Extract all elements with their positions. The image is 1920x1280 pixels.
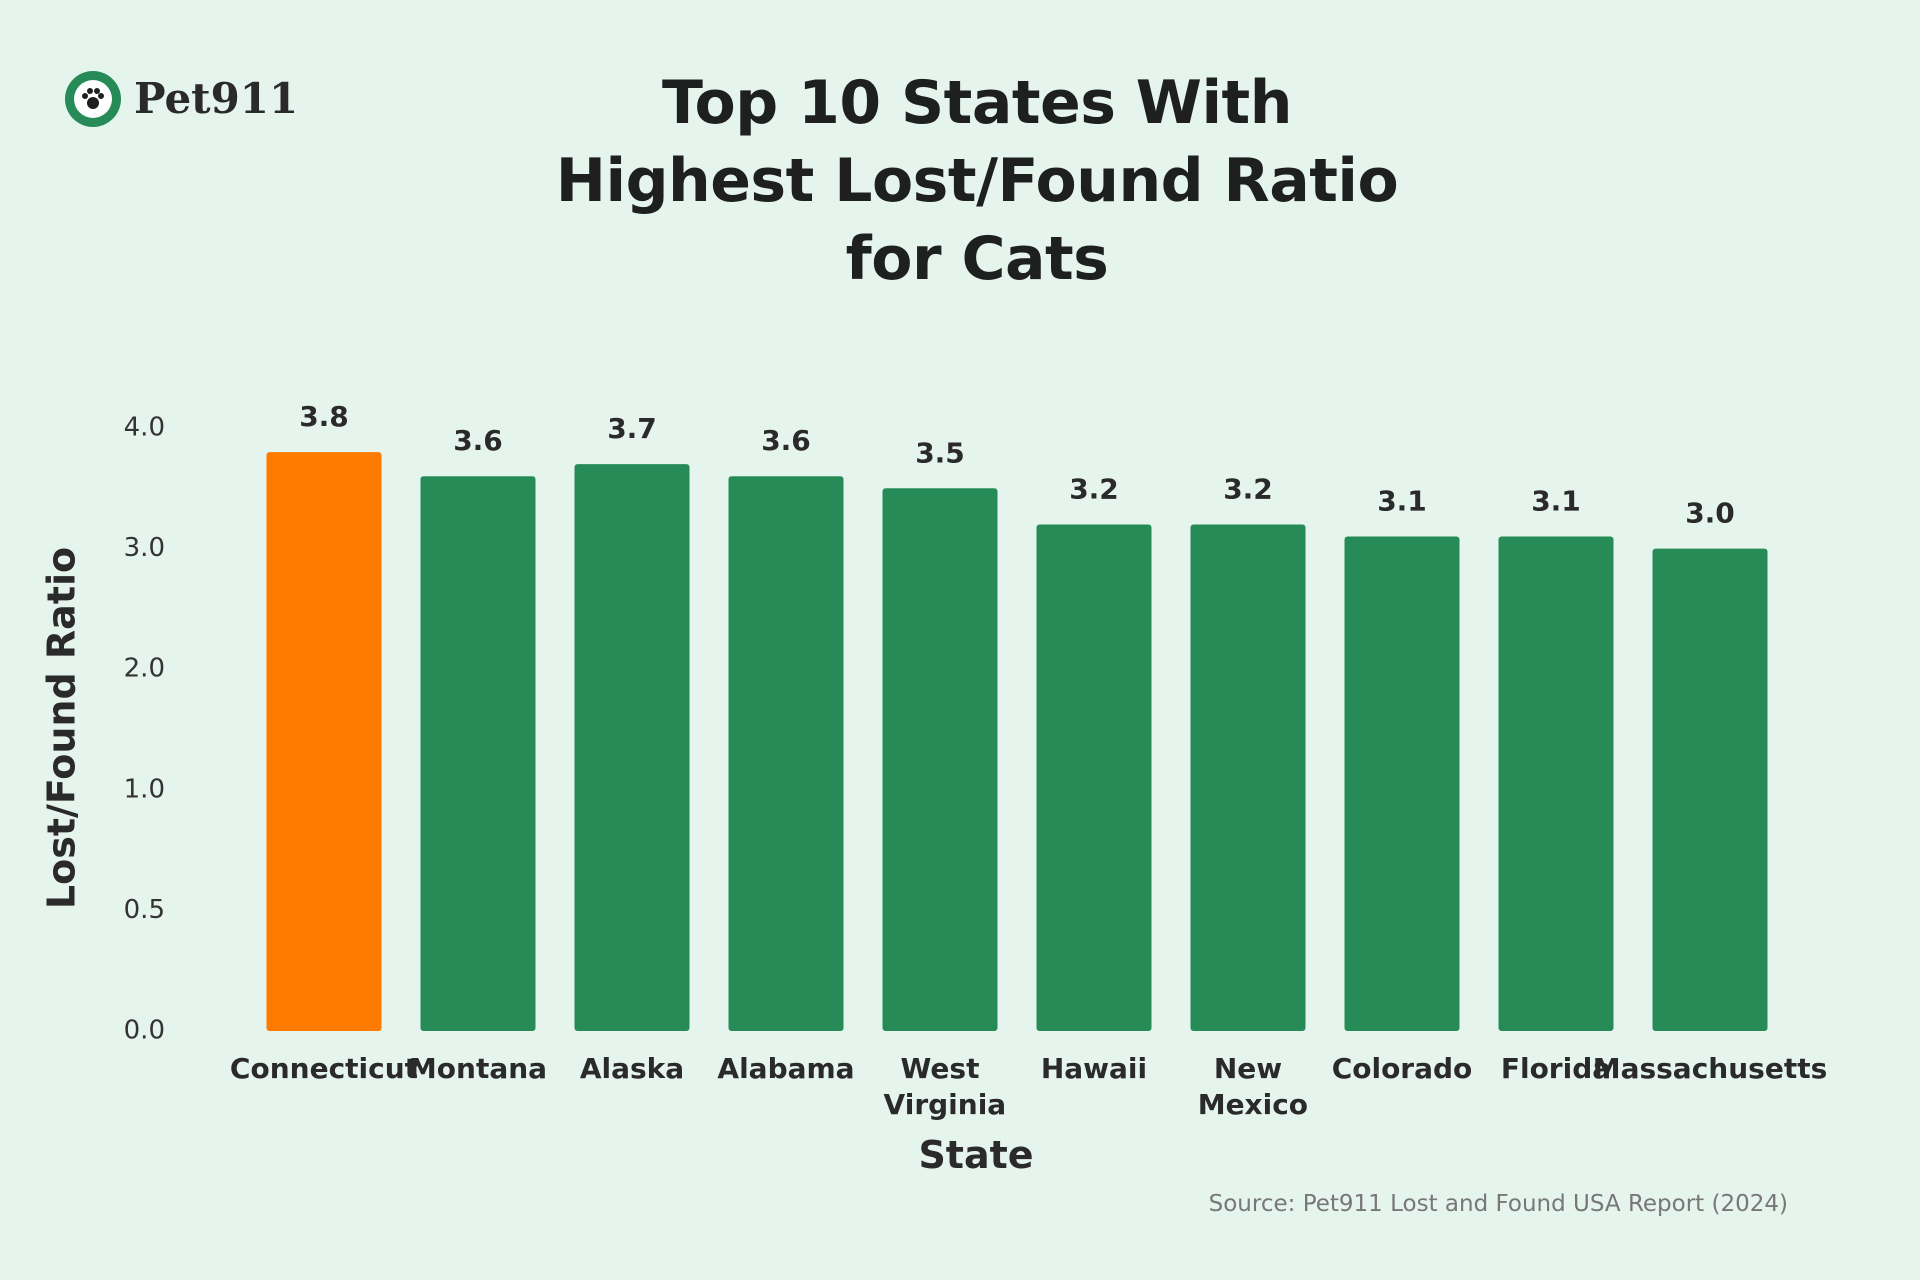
value-label: 3.7	[607, 412, 657, 445]
x-axis-label: State	[918, 1133, 1033, 1177]
x-tick-label: Florida	[1501, 1052, 1611, 1085]
y-tick-label: 1.0	[124, 774, 165, 804]
x-tick-label: Connecticut	[230, 1052, 418, 1085]
y-axis-label: Lost/Found Ratio	[40, 547, 84, 909]
y-tick-label: 0.5	[124, 895, 165, 925]
bar	[1036, 524, 1152, 1031]
value-label: 3.0	[1685, 497, 1735, 530]
x-tick-label: Alaska	[580, 1052, 684, 1085]
bar	[420, 476, 536, 1031]
logo-text: Pet911	[134, 74, 298, 123]
x-tick-label: Massachusetts	[1593, 1052, 1828, 1085]
value-label: 3.6	[761, 424, 811, 457]
value-label: 3.2	[1223, 472, 1273, 505]
x-tick-label: West Virginia	[874, 1052, 1006, 1121]
value-label: 3.6	[453, 424, 503, 457]
value-label: 3.2	[1069, 472, 1119, 505]
bar	[1652, 548, 1768, 1031]
x-tick-label: Hawaii	[1041, 1052, 1147, 1085]
value-label: 3.5	[915, 436, 965, 469]
x-tick-label: Montana	[409, 1052, 547, 1085]
x-tick-label: New Mexico	[1188, 1052, 1308, 1121]
value-label: 3.1	[1531, 485, 1581, 518]
source-note: Source: Pet911 Lost and Found USA Report…	[1209, 1191, 1788, 1217]
chart-title: Top 10 States With Highest Lost/Found Ra…	[555, 68, 1399, 294]
x-tick-label: Colorado	[1332, 1052, 1473, 1085]
value-label: 3.8	[299, 400, 349, 433]
bar	[1498, 536, 1614, 1031]
bar	[1190, 524, 1306, 1031]
bar	[882, 488, 998, 1031]
bar	[574, 464, 690, 1031]
x-tick-label: Alabama	[717, 1052, 854, 1085]
y-tick-label: 0.0	[124, 1016, 165, 1046]
bar	[266, 452, 382, 1031]
y-tick-label: 4.0	[124, 413, 165, 443]
logo-icon	[65, 71, 121, 127]
y-tick-label: 3.0	[124, 533, 165, 563]
bar	[1344, 536, 1460, 1031]
value-label: 3.1	[1377, 485, 1427, 518]
y-tick-label: 2.0	[124, 654, 165, 684]
bar	[728, 476, 844, 1031]
